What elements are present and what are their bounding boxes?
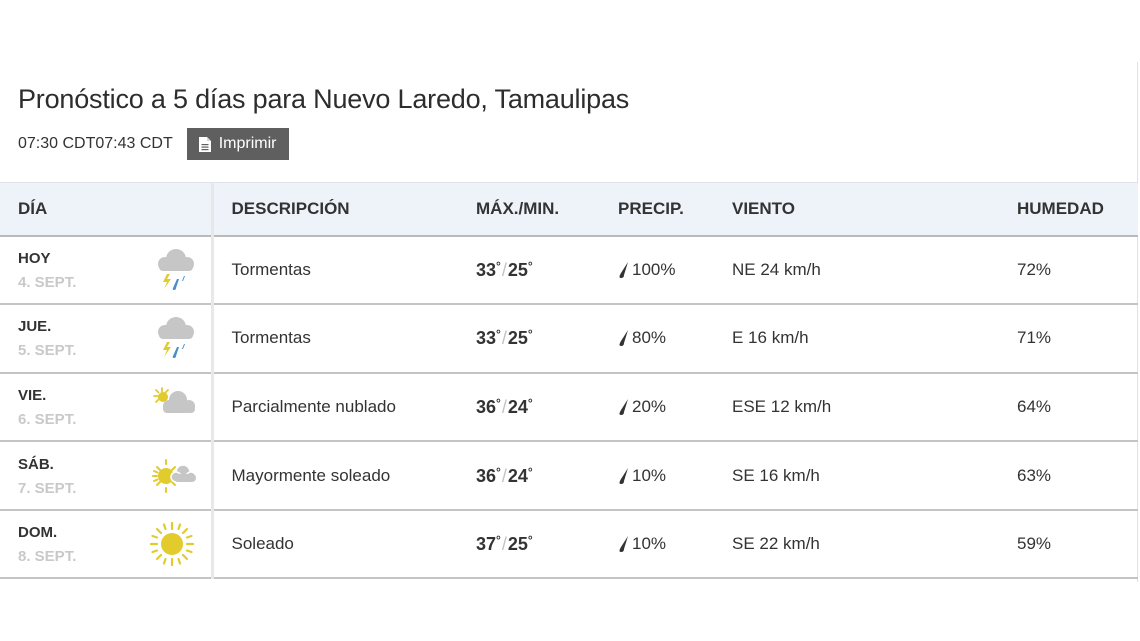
- day-date: 7. SEPT.: [18, 479, 77, 497]
- wind-cell: NE 24 km/h: [713, 235, 999, 306]
- partly-cloudy-icon: [153, 387, 195, 413]
- precip-cell: 20%: [599, 372, 713, 443]
- day-date: 8. SEPT.: [18, 548, 77, 566]
- print-button-label: Imprimir: [218, 135, 277, 152]
- wind-cell: E 16 km/h: [713, 304, 999, 374]
- day-name: DOM.: [18, 524, 58, 542]
- min-temp: 24: [507, 396, 528, 417]
- precip-value: 10%: [632, 465, 667, 485]
- description-cell: Tormentas: [212, 304, 457, 374]
- maxmin-cell: 36°/24°: [457, 441, 599, 511]
- day-cell: VIE. 6. SEPT.: [0, 372, 214, 443]
- table-row[interactable]: SÁB. 7. SEPT.: [0, 441, 1138, 511]
- raindrop-icon: [619, 467, 628, 484]
- column-header-description: DESCRIPCIÓN: [212, 182, 457, 237]
- day-date: 6. SEPT.: [18, 410, 77, 428]
- humidity-cell: 59%: [999, 509, 1138, 580]
- thunderstorm-icon: [158, 317, 194, 359]
- description-cell: Tormentas: [212, 235, 457, 306]
- precip-cell: 10%: [599, 509, 713, 580]
- column-header-day: DÍA: [0, 182, 214, 237]
- column-header-precip: PRECIP.: [599, 182, 713, 237]
- table-row[interactable]: HOY 4. SEPT.: [0, 235, 1138, 306]
- update-timestamp: 07:30 CDT07:43 CDT: [18, 135, 173, 152]
- humidity-cell: 64%: [999, 372, 1138, 443]
- day-name: JUE.: [18, 318, 52, 336]
- day-name: VIE.: [18, 386, 47, 404]
- precip-value: 80%: [632, 328, 667, 348]
- min-temp: 25: [507, 328, 528, 349]
- humidity-cell: 72%: [999, 235, 1138, 306]
- document-icon: [198, 136, 211, 152]
- forecast-table: DÍA DESCRIPCIÓN MÁX./MIN. PRECIP. VIENTO…: [0, 182, 1138, 580]
- day-name: SÁB.: [18, 455, 54, 473]
- max-temp: 33: [476, 328, 497, 349]
- raindrop-icon: [619, 536, 628, 553]
- table-header-row: DÍA DESCRIPCIÓN MÁX./MIN. PRECIP. VIENTO…: [0, 182, 1138, 237]
- min-temp: 24: [507, 465, 528, 486]
- print-button[interactable]: Imprimir: [186, 128, 289, 160]
- precip-value: 10%: [632, 534, 667, 554]
- table-row[interactable]: DOM. 8. SEPT.: [0, 509, 1138, 580]
- wind-cell: ESE 12 km/h: [713, 372, 999, 443]
- min-temp: 25: [507, 259, 528, 280]
- day-cell: DOM. 8. SEPT.: [0, 509, 214, 580]
- maxmin-cell: 37°/25°: [457, 509, 599, 580]
- maxmin-cell: 33°/25°: [457, 235, 599, 306]
- wind-cell: SE 22 km/h: [713, 509, 999, 580]
- column-header-maxmin: MÁX./MIN.: [457, 182, 599, 237]
- mostly-sunny-icon: [152, 458, 197, 493]
- max-temp: 36: [476, 465, 497, 486]
- raindrop-icon: [619, 398, 628, 415]
- humidity-cell: 63%: [999, 441, 1138, 511]
- day-cell: SÁB. 7. SEPT.: [0, 441, 214, 511]
- precip-value: 20%: [632, 396, 667, 416]
- degree-symbol: °: [496, 258, 501, 273]
- column-header-humidity: HUMEDAD: [999, 182, 1138, 237]
- precip-cell: 80%: [599, 304, 713, 374]
- precip-cell: 100%: [599, 235, 713, 306]
- max-temp: 37: [476, 534, 497, 555]
- min-temp: 25: [507, 534, 528, 555]
- meta-row: 07:30 CDT07:43 CDT Imprimir: [18, 128, 289, 160]
- precip-value: 100%: [632, 259, 676, 279]
- table-row[interactable]: JUE. 5. SEPT.: [0, 304, 1138, 374]
- humidity-cell: 71%: [999, 304, 1138, 374]
- day-cell: HOY 4. SEPT.: [0, 235, 214, 306]
- raindrop-icon: [619, 261, 628, 278]
- description-cell: Soleado: [212, 509, 457, 580]
- maxmin-cell: 33°/25°: [457, 304, 599, 374]
- sunny-icon: [150, 522, 195, 567]
- precip-cell: 10%: [599, 441, 713, 511]
- thunderstorm-icon: [158, 248, 194, 290]
- description-cell: Parcialmente nublado: [212, 372, 457, 443]
- maxmin-cell: 36°/24°: [457, 372, 599, 443]
- page-title: Pronóstico a 5 días para Nuevo Laredo, T…: [18, 84, 630, 114]
- day-cell: JUE. 5. SEPT.: [0, 304, 214, 374]
- column-header-wind: VIENTO: [713, 182, 999, 237]
- wind-cell: SE 16 km/h: [713, 441, 999, 511]
- raindrop-icon: [619, 330, 628, 347]
- description-cell: Mayormente soleado: [212, 441, 457, 511]
- table-row[interactable]: VIE. 6. SEPT.: [0, 372, 1138, 443]
- day-name: HOY: [18, 249, 51, 267]
- day-date: 5. SEPT.: [18, 342, 77, 360]
- day-date: 4. SEPT.: [18, 273, 77, 291]
- max-temp: 36: [476, 396, 497, 417]
- max-temp: 33: [476, 259, 497, 280]
